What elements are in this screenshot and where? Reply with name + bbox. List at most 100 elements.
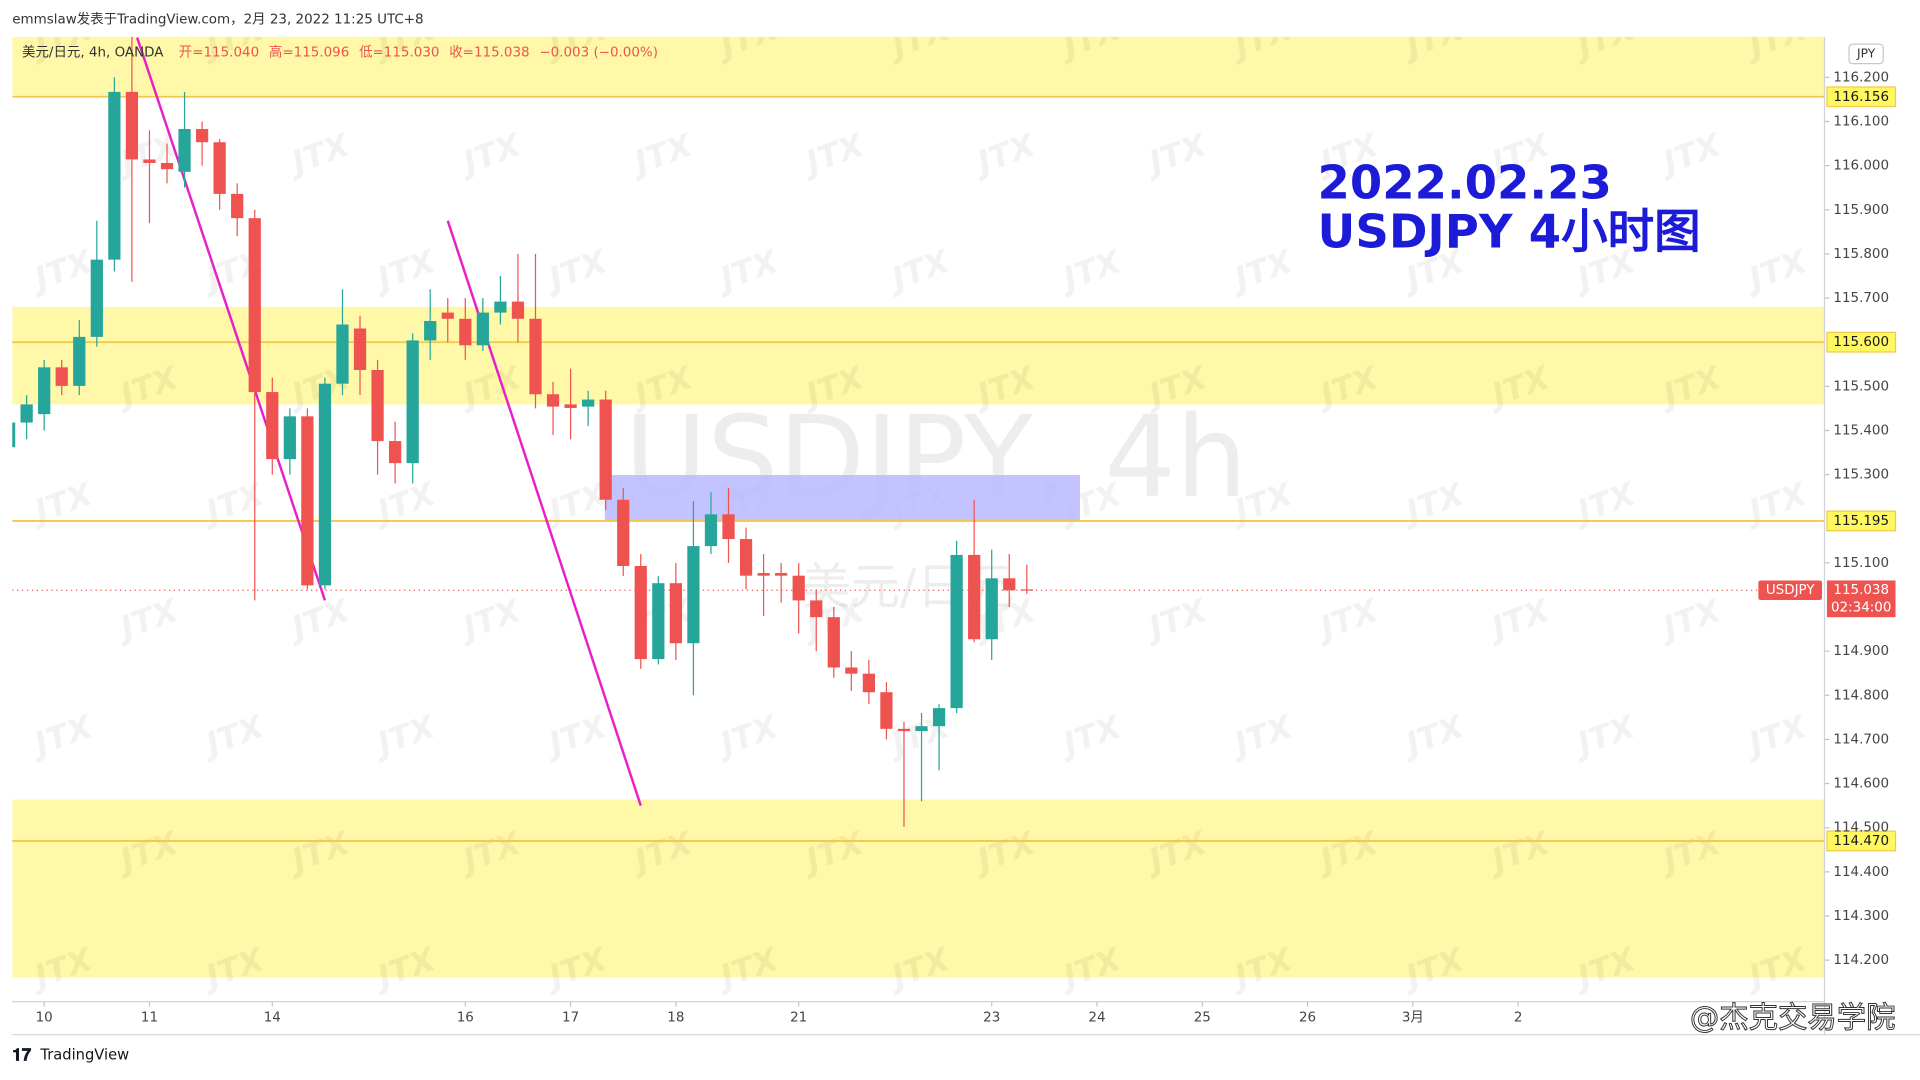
plot <box>12 36 1825 842</box>
candle-body <box>617 499 630 566</box>
y-tick-label: 115.800 <box>1833 247 1889 262</box>
candle-body <box>722 514 735 540</box>
candle-body <box>564 404 577 408</box>
candle-body <box>827 617 840 668</box>
y-tick-label: 115.100 <box>1833 556 1889 571</box>
zone <box>12 36 1825 97</box>
annotation: USDJPY 4小时图 <box>1318 205 1701 259</box>
candle-body <box>880 692 893 729</box>
tile: JTX <box>24 707 99 765</box>
currency-box <box>1848 43 1884 65</box>
x-tick-label: 3月 <box>1402 1011 1424 1026</box>
candle-body <box>546 394 560 407</box>
x-tick-label: 26 <box>1299 1011 1316 1026</box>
tile: JTX <box>1310 591 1385 649</box>
candle-body <box>599 399 612 500</box>
annotation: 2022.02.23 <box>1318 156 1612 210</box>
tile: JTX <box>1138 125 1213 183</box>
level-tag <box>1826 86 1897 108</box>
range-box <box>604 475 1080 522</box>
candle-body <box>792 575 805 601</box>
x-tick-label: 23 <box>983 1011 1000 1026</box>
level-label: 115.600 <box>1833 335 1889 350</box>
candle-body <box>195 128 209 143</box>
currency: JPY <box>1856 46 1876 60</box>
x-tick-label: 18 <box>667 1011 684 1026</box>
tile: JTX <box>624 125 699 183</box>
tile: JTX <box>538 242 613 300</box>
candle-body <box>915 726 928 732</box>
candle-body <box>1003 578 1016 591</box>
candle-body <box>494 301 507 313</box>
x-tick-label: 10 <box>36 1011 53 1026</box>
candle-body <box>739 539 753 576</box>
legend-value: 高=115.096 <box>269 44 349 61</box>
tile: JTX <box>795 125 870 183</box>
y-tick-label: 115.400 <box>1833 423 1889 438</box>
tile: JTX <box>367 474 442 532</box>
tile: JTX <box>1567 707 1642 765</box>
level-tag <box>1826 830 1897 852</box>
tile: JTX <box>452 125 527 183</box>
x-tick-label: 14 <box>264 1011 281 1026</box>
candle-body <box>371 369 384 442</box>
candle-body <box>178 128 191 172</box>
candle-body <box>845 667 858 674</box>
tile: JTX <box>281 591 356 649</box>
tile: JTX <box>281 125 356 183</box>
candle-body <box>160 162 174 170</box>
candle-body <box>12 422 16 448</box>
candle-body <box>125 91 139 160</box>
candle-body <box>266 392 279 460</box>
candle-body <box>757 573 770 576</box>
candle-body <box>459 318 472 346</box>
candle-body <box>441 312 454 319</box>
candle-body <box>652 583 665 660</box>
y-tick-label: 114.700 <box>1833 732 1889 747</box>
y-tick-label: 114.500 <box>1833 821 1889 836</box>
tile: JTX <box>367 707 442 765</box>
level-label: 114.470 <box>1833 834 1889 849</box>
candle-body <box>968 554 981 640</box>
y-tick-label: 115.500 <box>1833 379 1889 394</box>
tile: JTX <box>710 242 785 300</box>
candle-body <box>353 328 367 370</box>
candle-body <box>985 578 998 640</box>
legend-value: 收=115.038 <box>449 45 529 61</box>
tile: JTX <box>1395 474 1470 532</box>
candle-body <box>213 142 226 194</box>
y-tick-label: 115.700 <box>1833 291 1889 306</box>
candle-body <box>424 320 437 341</box>
x-tick-label: 21 <box>790 1011 807 1026</box>
tile: JTX <box>1052 707 1127 765</box>
tile: JTX <box>195 474 270 532</box>
candle-body <box>810 600 823 618</box>
candle-body <box>950 554 963 709</box>
legend-value: −0.003 (−0.00%) <box>539 46 658 61</box>
candle-body <box>318 383 332 586</box>
candle-body <box>897 728 911 732</box>
candle-body <box>283 416 296 460</box>
footer[interactable]: TradingView <box>39 1047 129 1064</box>
candle-body <box>55 367 68 386</box>
y-tick-label: 114.900 <box>1833 644 1889 659</box>
candle-body <box>73 336 86 386</box>
candle-body <box>582 399 595 407</box>
tile: JTX <box>1395 707 1470 765</box>
candle-body <box>388 441 402 464</box>
candle-body <box>38 367 51 415</box>
tile: JTX <box>1652 591 1727 649</box>
price-label: 115.038 <box>1833 583 1889 598</box>
x-tick-label: 2 <box>1514 1011 1523 1026</box>
candle-body <box>511 301 525 319</box>
tile: JTX <box>1824 125 1899 183</box>
y-tick-label: 115.900 <box>1833 203 1889 218</box>
candle-body <box>529 318 542 395</box>
plot-background <box>12 36 1825 978</box>
level-label: 115.195 <box>1833 514 1889 529</box>
symbol-label: USDJPY <box>1766 583 1816 598</box>
y-tick-label: 115.300 <box>1833 468 1889 483</box>
x-tick-label: 17 <box>562 1011 579 1026</box>
tile: JTX <box>1738 474 1813 532</box>
candle-body <box>336 324 349 384</box>
